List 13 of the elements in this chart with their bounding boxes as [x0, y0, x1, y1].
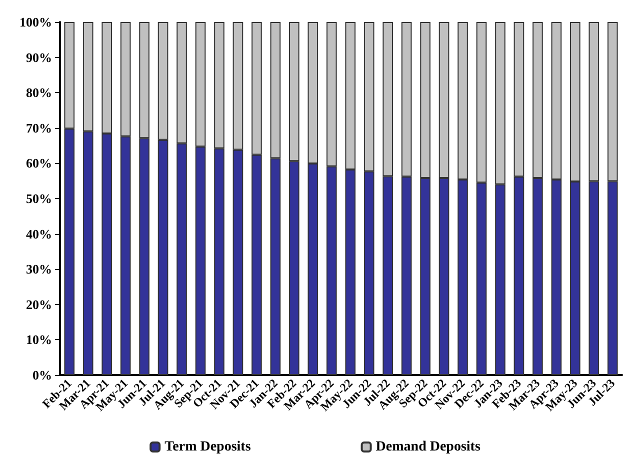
- y-tick-label: 70%: [26, 120, 52, 136]
- y-tick-label: 80%: [26, 85, 52, 100]
- legend-label: Term Deposits: [164, 440, 252, 454]
- y-tick-label: 50%: [26, 191, 52, 206]
- y-tick-label: 100%: [20, 14, 52, 30]
- y-tick-label: 10%: [26, 332, 52, 348]
- y-tick-label: 40%: [26, 226, 52, 242]
- y-tick-label: 30%: [26, 262, 52, 277]
- legend-label: Demand Deposits: [376, 440, 481, 454]
- y-tick-label: 20%: [26, 296, 52, 312]
- y-tick-label: 0%: [32, 368, 52, 382]
- y-tick-label: 60%: [26, 156, 52, 171]
- y-tick-label: 90%: [26, 50, 52, 65]
